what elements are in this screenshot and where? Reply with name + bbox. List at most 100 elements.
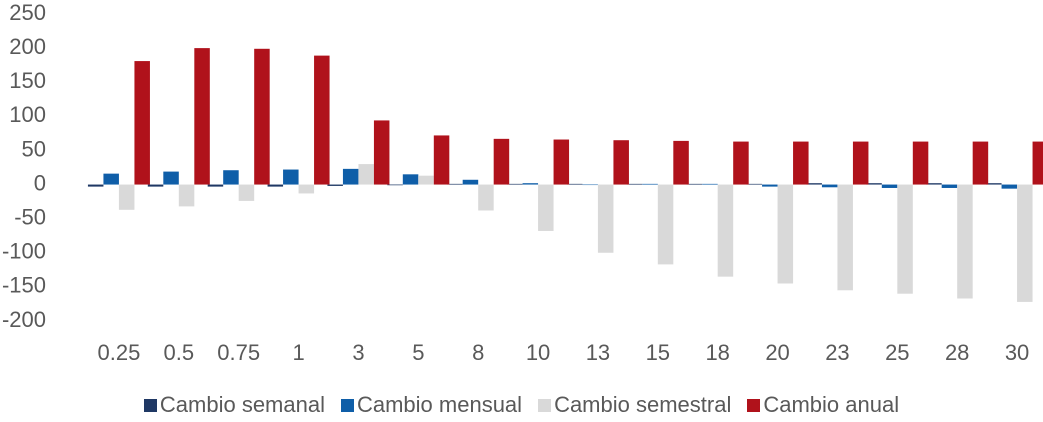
x-tick-label: 3 bbox=[352, 340, 364, 365]
x-tick-label: 18 bbox=[705, 340, 729, 365]
y-tick-label: -150 bbox=[2, 273, 46, 298]
bar bbox=[254, 48, 270, 185]
bar bbox=[447, 183, 463, 185]
legend: Cambio semanal Cambio mensual Cambio semes… bbox=[0, 392, 1043, 418]
bar bbox=[866, 183, 882, 185]
legend-swatch bbox=[747, 398, 761, 412]
bar bbox=[163, 171, 179, 185]
bar bbox=[702, 183, 718, 185]
chart: -200 -150 -100 -50 0 50 100 150 200 250 0.25 0.5 0.7… bbox=[2, 0, 1043, 365]
bar bbox=[733, 141, 749, 185]
x-tick-label: 13 bbox=[586, 340, 610, 365]
bar bbox=[626, 183, 643, 185]
x-tick-label: 10 bbox=[526, 340, 550, 365]
bar bbox=[373, 120, 390, 185]
bar bbox=[912, 141, 929, 185]
legend-swatch bbox=[538, 398, 552, 412]
y-tick-label: 0 bbox=[34, 170, 46, 195]
x-tick-label: 30 bbox=[1005, 340, 1029, 365]
bar bbox=[433, 135, 450, 185]
legend-label: Cambio mensual bbox=[356, 392, 523, 417]
bar bbox=[178, 184, 195, 207]
legend-label: Cambio semanal bbox=[159, 392, 325, 417]
bar bbox=[387, 184, 403, 186]
x-tick-label: 20 bbox=[765, 340, 789, 365]
bar bbox=[762, 184, 778, 187]
bar bbox=[613, 140, 629, 185]
bar bbox=[118, 184, 135, 210]
legend-item: Cambio anual bbox=[747, 392, 899, 418]
bar bbox=[462, 179, 479, 185]
x-tick-label: 25 bbox=[885, 340, 909, 365]
bar bbox=[897, 184, 913, 294]
bar bbox=[566, 183, 583, 185]
bar bbox=[238, 184, 255, 201]
bar bbox=[402, 174, 419, 185]
bar bbox=[493, 138, 510, 185]
x-tick-label: 15 bbox=[646, 340, 670, 365]
bar bbox=[1001, 184, 1018, 189]
bar bbox=[746, 183, 763, 185]
bar bbox=[582, 184, 598, 186]
bar bbox=[553, 139, 570, 185]
legend-item: Cambio semestral bbox=[538, 392, 731, 418]
bar bbox=[777, 184, 794, 284]
x-tick-label: 1 bbox=[292, 340, 304, 365]
x-tick-label: 8 bbox=[472, 340, 484, 365]
bar bbox=[283, 169, 299, 185]
x-tick-label: 23 bbox=[825, 340, 849, 365]
bar bbox=[327, 184, 343, 186]
bar bbox=[103, 173, 119, 185]
bar bbox=[507, 183, 523, 185]
bar bbox=[642, 183, 658, 185]
bar bbox=[686, 183, 703, 185]
bar bbox=[957, 184, 973, 299]
legend-swatch bbox=[340, 398, 354, 412]
y-tick-label: 100 bbox=[9, 102, 46, 127]
legend-swatch bbox=[143, 398, 157, 412]
bar bbox=[342, 168, 359, 185]
legend-label: Cambio anual bbox=[763, 392, 900, 417]
legend-item: Cambio semanal bbox=[143, 392, 325, 418]
legend-label: Cambio semestral bbox=[554, 392, 732, 417]
bar bbox=[852, 141, 869, 185]
bar bbox=[986, 183, 1002, 185]
x-tick-label: 28 bbox=[945, 340, 969, 365]
bar bbox=[837, 184, 853, 291]
bar bbox=[267, 184, 284, 187]
bar bbox=[358, 164, 374, 185]
bar bbox=[926, 183, 942, 185]
bar bbox=[972, 141, 989, 185]
bar bbox=[657, 184, 674, 265]
bar bbox=[673, 140, 689, 185]
bar bbox=[597, 184, 614, 253]
bar bbox=[881, 184, 898, 188]
y-tick-label: 200 bbox=[9, 34, 46, 59]
bar bbox=[538, 184, 554, 231]
bar bbox=[821, 184, 838, 188]
y-tick-label: -200 bbox=[2, 307, 46, 332]
bar bbox=[1017, 184, 1033, 302]
bar bbox=[223, 170, 239, 185]
y-tick-label: 150 bbox=[9, 68, 46, 93]
y-tick-label: -50 bbox=[14, 204, 46, 229]
bar bbox=[194, 48, 210, 185]
bar bbox=[717, 184, 734, 277]
bar bbox=[314, 55, 330, 185]
x-tick-label: 0.25 bbox=[98, 340, 141, 365]
bar bbox=[147, 184, 164, 187]
legend-item: Cambio mensual bbox=[340, 392, 523, 418]
y-tick-label: 250 bbox=[9, 0, 46, 25]
bar bbox=[207, 184, 224, 187]
bar bbox=[941, 184, 958, 188]
x-tick-label: 5 bbox=[412, 340, 424, 365]
x-tick-label: 0.5 bbox=[164, 340, 195, 365]
bar bbox=[1032, 141, 1043, 185]
bar bbox=[478, 184, 494, 211]
y-tick-label: 50 bbox=[22, 136, 46, 161]
bar bbox=[806, 183, 822, 185]
bar bbox=[418, 175, 434, 185]
bar bbox=[793, 141, 809, 185]
y-tick-label: -100 bbox=[2, 239, 46, 264]
